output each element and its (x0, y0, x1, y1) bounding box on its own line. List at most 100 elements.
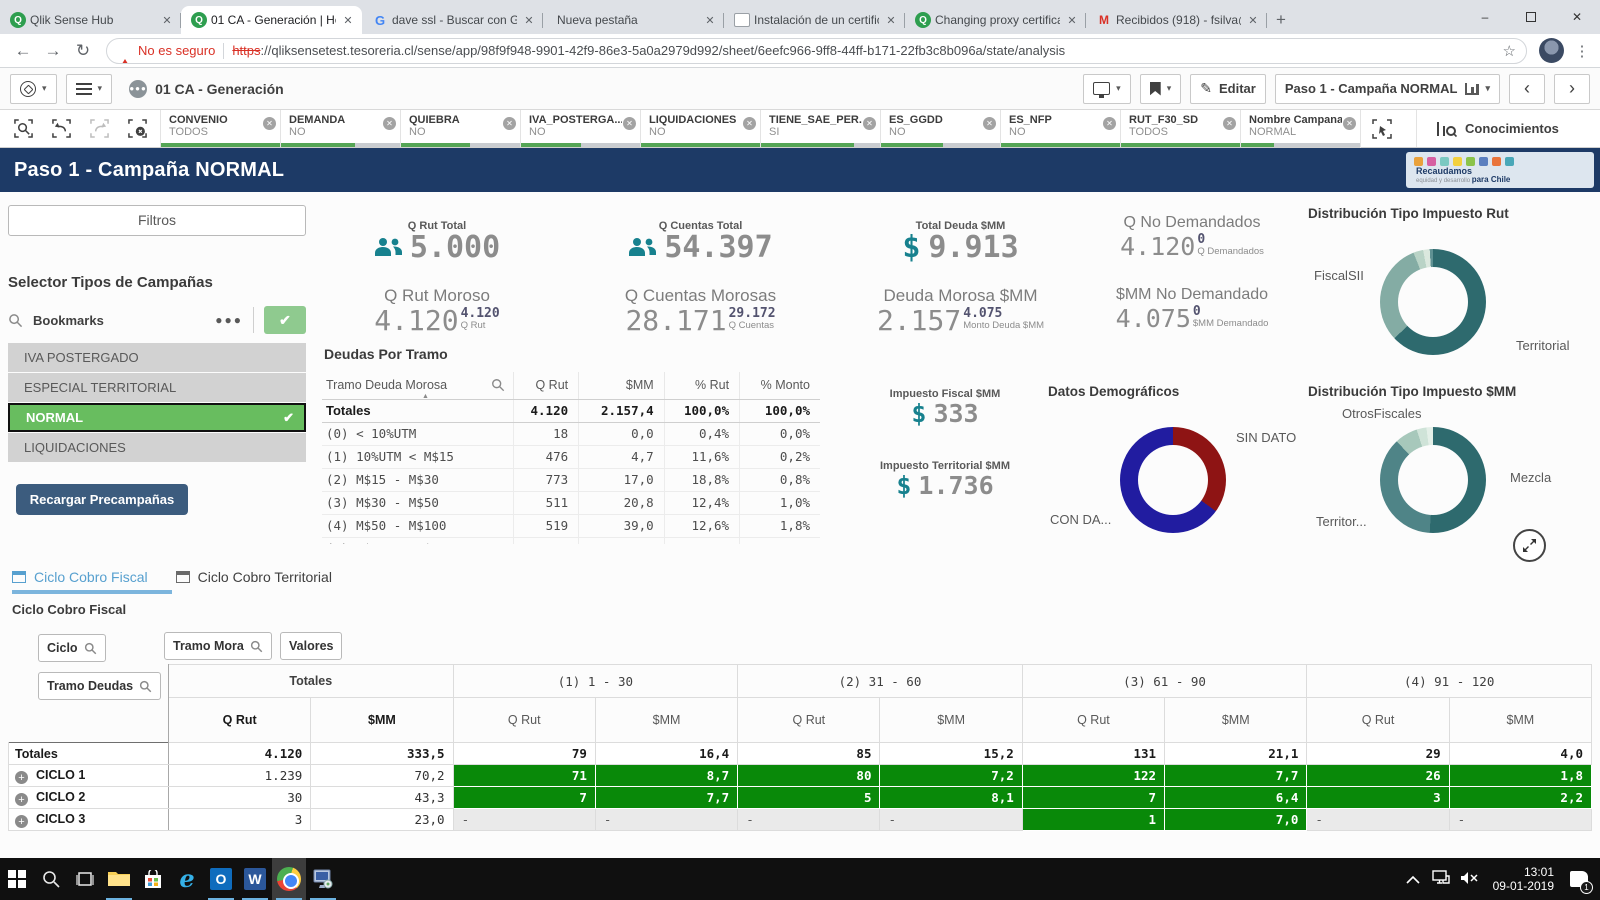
selection-chip[interactable]: TIENE_SAE_PER...SI✕ (760, 110, 880, 147)
taskbar-clock[interactable]: 13:01 09-01-2019 (1493, 865, 1554, 893)
pivot-cell[interactable]: 2,2 (1449, 787, 1591, 809)
expand-plus-icon[interactable]: + (15, 793, 28, 806)
browser-tab[interactable]: MRecibidos (918) - fsilva@✕ (1086, 6, 1267, 34)
bookmarks-button[interactable]: ▾ (1140, 74, 1182, 104)
next-sheet-button[interactable]: › (1554, 74, 1590, 104)
pivot-cell[interactable]: 7 (1022, 787, 1164, 809)
chip-clear-icon[interactable]: ✕ (503, 117, 516, 130)
search-icon[interactable] (8, 313, 23, 328)
tab-close-icon[interactable]: ✕ (340, 14, 356, 27)
app-options-icon[interactable]: ●●● (129, 80, 147, 98)
tab-close-icon[interactable]: ✕ (1064, 14, 1080, 27)
pivot-cell[interactable]: 5 (738, 787, 880, 809)
internet-explorer-icon[interactable]: e (170, 858, 204, 900)
pivot-cell[interactable]: - (880, 809, 1022, 831)
pivot-cell[interactable]: 80 (738, 765, 880, 787)
browser-tab[interactable]: Instalación de un certific✕ (724, 6, 905, 34)
pivot-cell[interactable]: 333,5 (311, 743, 453, 765)
pivot-cell[interactable]: 16,4 (595, 743, 737, 765)
measure-header[interactable]: $MM (595, 698, 737, 743)
table-row[interactable]: (1) 10%UTM < M$154764,711,6%0,2% (322, 445, 820, 468)
row-label[interactable]: +CICLO 3 (9, 809, 169, 831)
column-group-header[interactable]: (3) 61 - 90 (1022, 665, 1307, 698)
filtros-button[interactable]: Filtros (8, 205, 306, 236)
measure-header[interactable]: Q Rut (169, 698, 311, 743)
measure-header[interactable]: $MM (1165, 698, 1307, 743)
confirm-selection-button[interactable]: ✔ (264, 306, 306, 334)
browser-tab[interactable]: Nueva pestaña✕ (543, 6, 724, 34)
outlook-icon[interactable]: O (204, 858, 238, 900)
tab-ciclo-cobro-fiscal[interactable]: Ciclo Cobro Fiscal (12, 564, 148, 590)
kpi-value[interactable]: 4.120 4.120Q Rut (374, 306, 499, 336)
smart-search-icon[interactable] (4, 110, 42, 148)
pivot-cell[interactable]: 43,3 (311, 787, 453, 809)
dim-chip-ciclo[interactable]: Ciclo (38, 634, 106, 662)
chip-clear-icon[interactable]: ✕ (743, 117, 756, 130)
kpi-value[interactable]: $1.736 (845, 472, 1045, 499)
tab-ciclo-cobro-territorial[interactable]: Ciclo Cobro Territorial (176, 564, 332, 590)
campaign-list-item[interactable]: LIQUIDACIONES (8, 433, 306, 462)
selection-chip[interactable]: Nombre CampanaNORMAL✕ (1240, 110, 1360, 147)
chip-clear-icon[interactable]: ✕ (983, 117, 996, 130)
dim-chip-tramo-deudas[interactable]: Tramo Deudas (38, 672, 161, 700)
insights-button[interactable]: Conocimientos (1416, 110, 1559, 147)
deudas-table[interactable]: Tramo Deuda Morosa▲Q Rut$MM% Rut% Monto … (322, 372, 820, 544)
pivot-cell[interactable]: 3 (1307, 787, 1449, 809)
kpi-value[interactable]: $333 (845, 400, 1045, 427)
kpi-value[interactable]: 2.157 4.075Monto Deuda $MM (877, 306, 1044, 336)
table-row[interactable]: (5) M$100 - M$200869157,021,1%7,3% (322, 537, 820, 544)
task-view-icon[interactable] (68, 858, 102, 900)
previous-sheet-button[interactable]: ‹ (1509, 74, 1545, 104)
pivot-cell[interactable]: - (1449, 809, 1591, 831)
close-button[interactable]: ✕ (1554, 0, 1600, 34)
word-icon[interactable]: W (238, 858, 272, 900)
pivot-cell[interactable]: 7,2 (880, 765, 1022, 787)
bookmark-star-icon[interactable]: ☆ (1503, 42, 1516, 60)
kpi-value[interactable]: $ 9.913 (848, 232, 1073, 264)
pivot-cell[interactable]: 23,0 (311, 809, 453, 831)
security-warning-icon[interactable]: ! (117, 44, 133, 57)
minimize-button[interactable]: – (1462, 0, 1508, 34)
column-group-header[interactable]: Totales (169, 665, 454, 698)
measure-header[interactable]: Q Rut (453, 698, 595, 743)
tab-close-icon[interactable]: ✕ (521, 14, 537, 27)
selection-chip[interactable]: ES_NFPNO✕ (1000, 110, 1120, 147)
forward-icon[interactable]: → (38, 41, 68, 61)
pivot-cell[interactable]: 79 (453, 743, 595, 765)
pivot-row[interactable]: +CICLO 11.23970,2718,7807,21227,7261,8 (9, 765, 1592, 787)
measure-header[interactable]: $MM (880, 698, 1022, 743)
dim-chip-tramo-mora[interactable]: Tramo Mora (164, 632, 272, 660)
chip-clear-icon[interactable]: ✕ (1343, 117, 1356, 130)
measure-header[interactable]: Q Rut (738, 698, 880, 743)
kpi-value[interactable]: 4.120 0Q Demandados (1120, 232, 1264, 262)
more-options-icon[interactable]: ●●● (215, 313, 243, 327)
pivot-cell[interactable]: 26 (1307, 765, 1449, 787)
browser-tab[interactable]: Gdave ssl - Buscar con Go✕ (362, 6, 543, 34)
remote-desktop-icon[interactable] (306, 858, 340, 900)
measure-header[interactable]: $MM (1449, 698, 1591, 743)
pivot-cell[interactable]: 1,8 (1449, 765, 1591, 787)
measure-header[interactable]: $MM (311, 698, 453, 743)
pivot-cell[interactable]: 21,1 (1165, 743, 1307, 765)
pivot-cell[interactable]: 71 (453, 765, 595, 787)
expand-plus-icon[interactable]: + (15, 815, 28, 828)
measure-header[interactable]: Q Rut (1022, 698, 1164, 743)
column-header[interactable]: Tramo Deuda Morosa▲ (322, 372, 513, 399)
new-tab-button[interactable]: + (1267, 6, 1295, 34)
tab-close-icon[interactable]: ✕ (702, 14, 718, 27)
maximize-button[interactable] (1508, 0, 1554, 34)
pivot-cell[interactable]: 1.239 (169, 765, 311, 787)
chip-clear-icon[interactable]: ✕ (1103, 117, 1116, 130)
action-center-icon[interactable]: 1 (1564, 858, 1594, 900)
pivot-cell[interactable]: 15,2 (880, 743, 1022, 765)
pivot-cell[interactable]: 8,1 (880, 787, 1022, 809)
selection-chip[interactable]: QUIEBRANO✕ (400, 110, 520, 147)
browser-tab[interactable]: Q01 CA - Generación | Hoj✕ (181, 6, 362, 34)
column-header[interactable]: % Monto (740, 372, 820, 399)
chip-clear-icon[interactable]: ✕ (263, 117, 276, 130)
column-header[interactable]: $MM (579, 372, 665, 399)
selection-chip[interactable]: IVA_POSTERGA...NO✕ (520, 110, 640, 147)
table-row[interactable]: (0) < 10%UTM180,00,4%0,0% (322, 422, 820, 445)
row-label[interactable]: +CICLO 2 (9, 787, 169, 809)
chip-clear-icon[interactable]: ✕ (1223, 117, 1236, 130)
